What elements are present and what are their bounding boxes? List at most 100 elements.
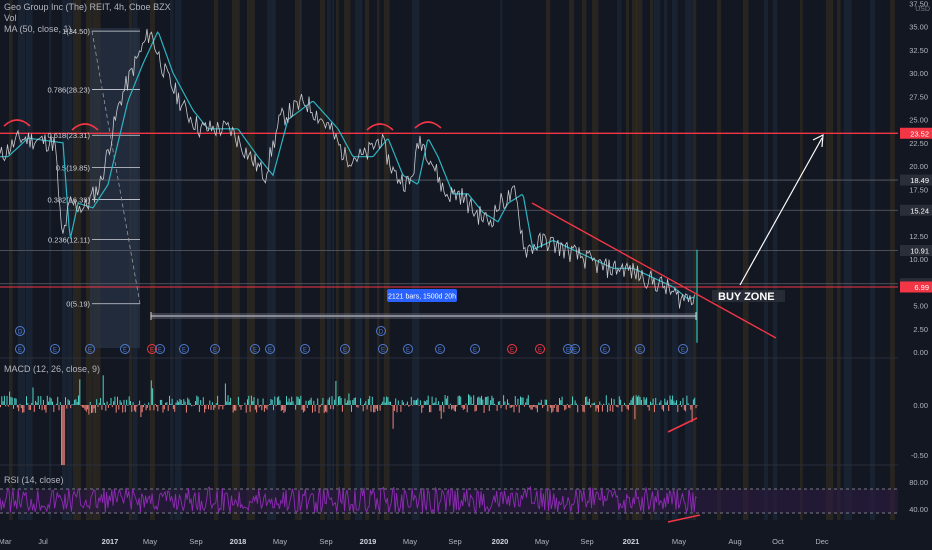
macd-bar [184,401,186,405]
macd-bar [154,403,156,405]
macd-bar [503,395,505,405]
macd-bar [0,405,1,408]
price-tick: 27.50 [909,92,928,101]
macd-bar [608,403,610,405]
macd-bar [561,396,563,405]
macd-bar [391,405,393,406]
macd-bar [347,400,349,405]
session-band [617,0,622,520]
macd-bar [100,397,102,405]
macd-bar [393,405,395,412]
ma-legend[interactable]: MA (50, close, 1) [4,24,72,34]
macd-bar [686,395,688,405]
earnings-icon [300,344,310,354]
volume-legend[interactable]: Vol [4,13,17,23]
macd-bar [568,405,570,408]
macd-bar [659,402,661,405]
macd-bar [529,405,531,408]
earnings-icon [340,344,350,354]
time-axis[interactable]: Mar Jul 2017 May Sep 2018 May Sep 2019 May Sep 2020… [0,537,829,546]
rsi-tick: 80.00 [909,478,928,487]
macd-bar [191,405,193,407]
macd-bar [109,403,111,405]
macd-bar [387,397,389,405]
macd-bar [598,405,599,413]
macd-bar [542,405,544,408]
macd-bar [582,405,584,412]
macd-bar [119,400,121,405]
macd-bar [6,395,8,405]
session-band [295,0,302,520]
session-band [685,0,693,520]
macd-bar [410,396,412,405]
macd-bar [254,405,256,410]
earnings-letter: E [343,348,347,354]
session-band [800,0,803,520]
time-tick: Sep [580,537,593,546]
symbol-title[interactable]: Geo Group Inc (The) REIT, 4h, Cboe BZX [4,2,171,12]
macd-bar [305,400,307,405]
earnings-markers[interactable]: E E E E E E E E E E E E E E E E E E E E E E ED D [15,326,688,354]
macd-bar [630,400,632,405]
macd-bar [23,405,25,413]
macd-divergence-line [667,417,698,433]
price-tag [900,204,932,216]
macd-bar [130,401,131,405]
macd-bar [551,405,553,413]
session-band [232,0,240,520]
macd-bar [392,405,394,429]
arrow-head-icon [812,133,824,148]
macd-bar [650,401,651,405]
macd-bar [270,398,272,405]
macd-bar [7,405,9,407]
earnings-icon [600,344,610,354]
price-tick: 37.50 [909,0,928,8]
macd-bar [451,405,453,410]
rsi-legend[interactable]: RSI (14, close) [4,475,64,485]
price-axis[interactable]: 37.50 35.00 32.50 30.00 27.50 25.00 22.50 20.00… [898,0,932,550]
macd-bar [361,405,363,406]
macd-bar [169,395,170,405]
session-band [377,0,380,520]
macd-bar [94,405,96,413]
macd-legend[interactable]: MACD (12, 26, close, 9) [4,364,101,374]
macd-bar [500,405,502,409]
macd-bar [594,402,596,405]
price-tick: 10.00 [909,255,928,264]
macd-bar [245,405,247,413]
macd-bar [156,405,157,407]
session-band [336,0,339,520]
macd-bar [304,405,306,412]
macd-bar [543,405,545,407]
macd-bar [193,405,195,406]
top-arc [414,121,442,129]
macd-bar [470,396,472,405]
session-bands [9,0,895,520]
time-tick: May [535,537,549,546]
macd-bar [115,405,117,413]
macd-bar [504,401,506,405]
macd-bar [397,400,399,405]
macd-bar [240,405,242,410]
macd-bar [292,401,294,405]
drawings[interactable]: BUY ZONE 2121 bars, 1500d 20h [3,119,824,339]
macd-bar [651,403,653,405]
earnings-icon [470,344,480,354]
macd-bar [261,405,263,411]
macd-bar [257,398,259,405]
macd-bar [354,397,356,405]
macd-bar [172,405,174,410]
macd-bar [572,396,573,405]
macd-bar [299,399,300,405]
macd-bar [611,398,612,405]
macd-bar [124,405,126,413]
session-band [764,0,769,520]
macd-bar [85,405,87,412]
earnings-letter: E [438,348,442,354]
macd-bar [592,403,594,405]
macd-bar [386,396,388,405]
time-tick: 2021 [623,537,640,546]
macd-bar [174,405,176,412]
macd-bar [84,405,86,410]
